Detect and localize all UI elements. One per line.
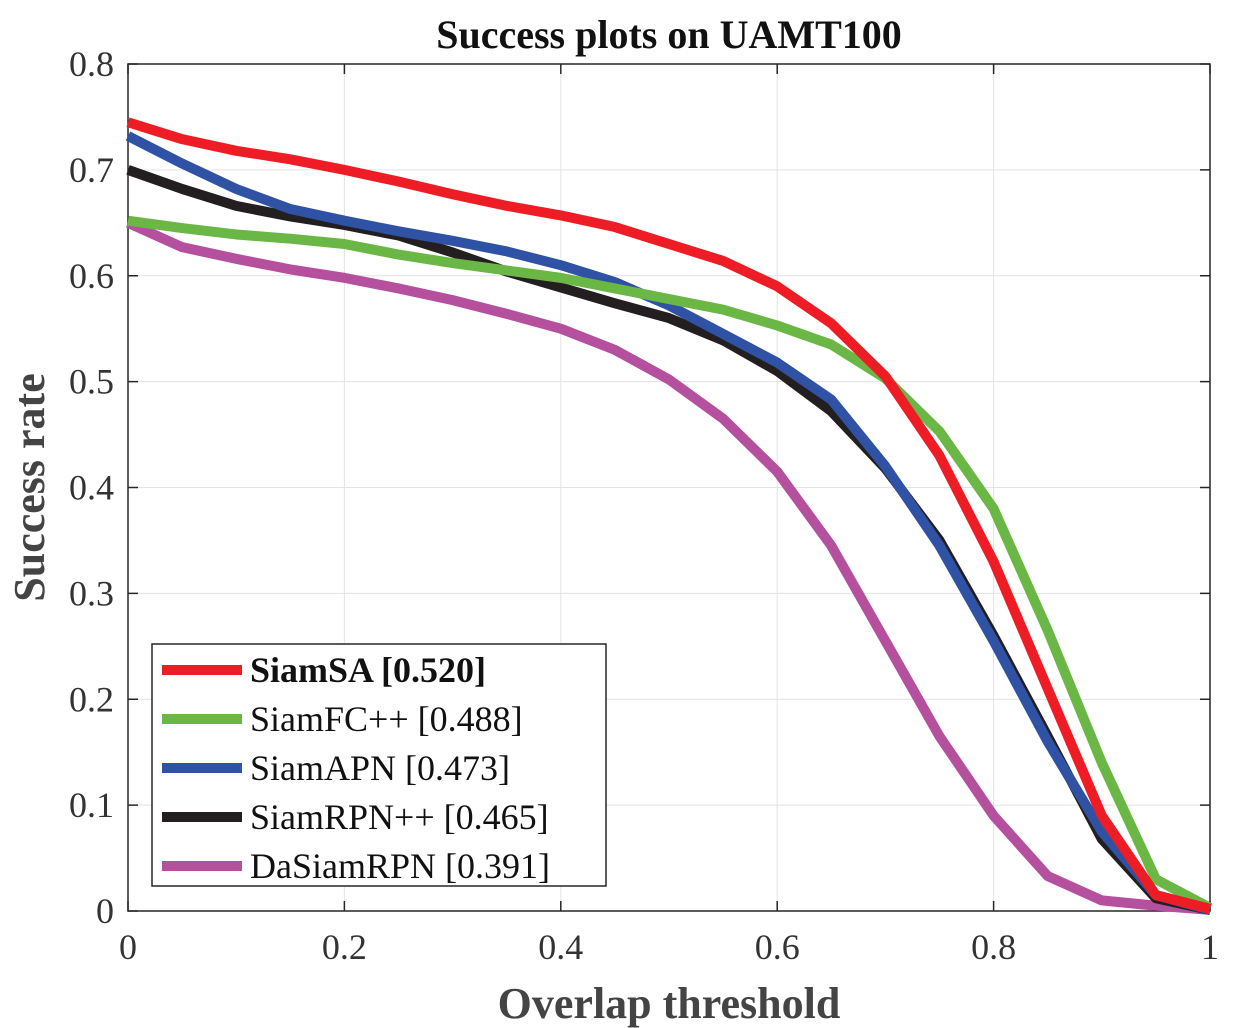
legend-entry: SiamFC++ [0.488]: [250, 699, 523, 739]
x-tick-label: 1: [1201, 927, 1219, 967]
series-line: [125, 131, 1212, 915]
y-tick-label: 0.4: [69, 468, 114, 508]
series-line: [126, 117, 1212, 914]
x-axis-label: Overlap threshold: [498, 979, 841, 1028]
y-axis-label: Success rate: [5, 373, 54, 602]
chart-title: Success plots on UAMT100: [436, 12, 902, 57]
x-tick-label: 0.4: [538, 927, 583, 967]
x-tick-label: 0.8: [971, 927, 1016, 967]
legend-entry: DaSiamRPN [0.391]: [250, 846, 550, 886]
x-tick-label: 0.6: [755, 927, 800, 967]
y-tick-label: 0.2: [69, 679, 114, 719]
y-tick-label: 0.3: [69, 573, 114, 613]
series-line: [127, 215, 1213, 913]
legend: SiamSA [0.520] SiamFC++ [0.488] SiamAPN [0…: [151, 643, 607, 887]
legend-entry: SiamRPN++ [0.465]: [250, 797, 549, 837]
y-tick-label: 0.7: [69, 150, 114, 190]
series-lines: [125, 117, 1213, 915]
legend-entry: SiamAPN [0.473]: [250, 748, 510, 788]
legend-entry: SiamSA [0.520]: [250, 650, 486, 690]
y-tick-label: 0.1: [69, 785, 114, 825]
y-tick-label: 0: [96, 891, 114, 931]
y-tick-label: 0.6: [69, 256, 114, 296]
x-tick-label: 0.2: [322, 927, 367, 967]
y-tick-label: 0.8: [69, 44, 114, 84]
y-tick-label: 0.5: [69, 362, 114, 402]
series-line: [125, 218, 1211, 915]
axis-ticks: 0 0.2 0.4 0.6 0.8 1 0 0.1 0.2 0.3 0.4 0.5 0.6 0.7 0.8: [69, 44, 1219, 967]
x-tick-label: 0: [119, 927, 137, 967]
